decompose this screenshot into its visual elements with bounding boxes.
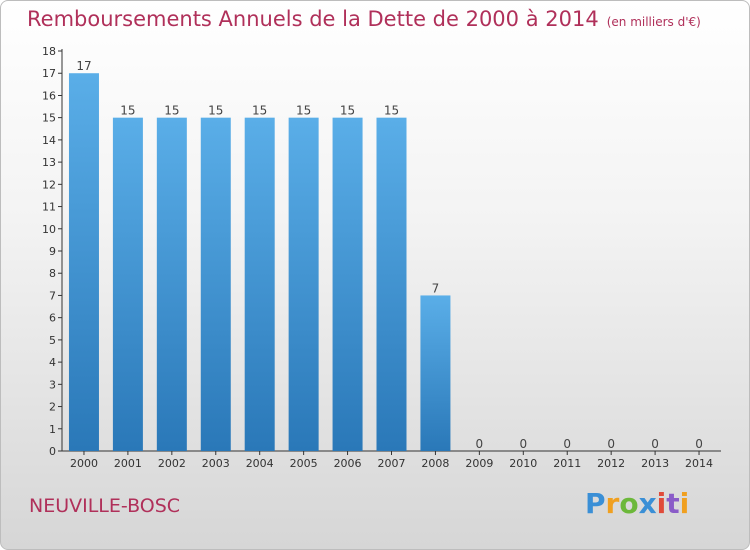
data-label: 15 <box>340 104 355 118</box>
y-tick-label: 6 <box>49 312 56 325</box>
data-label: 15 <box>208 104 223 118</box>
data-label: 0 <box>476 437 484 451</box>
y-tick-label: 11 <box>42 201 56 214</box>
data-label: 7 <box>432 281 440 295</box>
chart-unit: (en milliers d'€) <box>606 15 701 29</box>
y-tick-label: 0 <box>49 445 56 458</box>
y-tick-label: 18 <box>42 45 56 58</box>
y-tick-label: 14 <box>42 134 56 147</box>
x-tick-label: 2003 <box>202 457 230 470</box>
bar <box>68 73 99 451</box>
bars: 17 15 15 15 15 15 15 15 7 0 0 0 0 0 0 <box>68 59 703 452</box>
data-label: 0 <box>519 437 527 451</box>
y-tick-label: 3 <box>49 378 56 391</box>
y-tick-label: 15 <box>42 112 56 125</box>
x-tick-label: 2002 <box>158 457 186 470</box>
bar <box>332 117 363 452</box>
y-tick-label: 5 <box>49 334 56 347</box>
x-tick-label: 2007 <box>378 457 406 470</box>
data-label: 15 <box>384 104 399 118</box>
x-tick-label: 2013 <box>641 457 669 470</box>
data-label: 17 <box>76 59 91 73</box>
x-tick-label: 2011 <box>553 457 581 470</box>
y-tick-label: 12 <box>42 178 56 191</box>
x-tick-label: 2014 <box>685 457 713 470</box>
y-tick-label: 9 <box>49 245 56 258</box>
bar <box>376 117 407 452</box>
chart-title-text: Remboursements Annuels de la Dette de 20… <box>27 7 599 31</box>
data-label: 0 <box>607 437 615 451</box>
bar <box>420 295 451 451</box>
data-label: 0 <box>695 437 703 451</box>
data-label: 15 <box>296 104 311 118</box>
x-tick-label: 2009 <box>465 457 493 470</box>
bar <box>244 117 275 452</box>
x-tick-label: 2006 <box>334 457 362 470</box>
x-tick-label: 2005 <box>290 457 318 470</box>
x-tick-label: 2012 <box>597 457 625 470</box>
y-tick-label: 13 <box>42 156 56 169</box>
bar <box>156 117 187 452</box>
x-tick-label: 2001 <box>114 457 142 470</box>
bar <box>112 117 143 452</box>
y-tick-label: 16 <box>42 89 56 102</box>
x-tick-label: 2008 <box>421 457 449 470</box>
y-tick-label: 8 <box>49 267 56 280</box>
y-tick-label: 17 <box>42 67 56 80</box>
data-label: 15 <box>120 104 135 118</box>
y-tick-label: 2 <box>49 401 56 414</box>
x-tick-label: 2010 <box>509 457 537 470</box>
commune-name: NEUVILLE-BOSC <box>29 495 181 517</box>
data-label: 0 <box>651 437 659 451</box>
y-tick-label: 1 <box>49 423 56 436</box>
data-label: 15 <box>164 104 179 118</box>
data-label: 0 <box>563 437 571 451</box>
bar <box>200 117 231 452</box>
proxiti-logo: Proxiti <box>585 487 690 520</box>
x-tick-label: 2000 <box>70 457 98 470</box>
y-tick-label: 7 <box>49 289 56 302</box>
y-tick-label: 4 <box>49 356 56 369</box>
bar <box>288 117 319 452</box>
data-label: 15 <box>252 104 267 118</box>
y-tick-label: 10 <box>42 223 56 236</box>
x-tick-label: 2004 <box>246 457 274 470</box>
chart-title: Remboursements Annuels de la Dette de 20… <box>27 7 701 31</box>
